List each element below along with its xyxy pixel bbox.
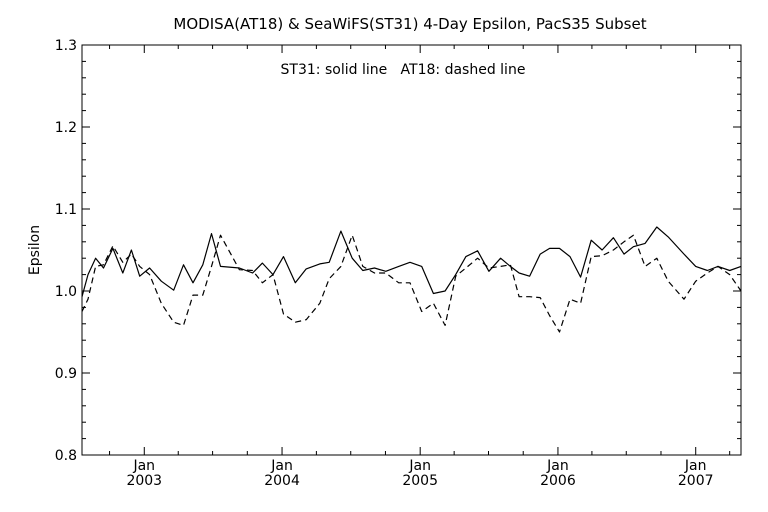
y-tick-label: 1.0 [55, 284, 77, 300]
x-tick-month-label: Jan [270, 458, 293, 474]
x-tick-month-label: Jan [684, 458, 707, 474]
x-tick-month-label: Jan [132, 458, 155, 474]
x-tick-year-label: 2003 [126, 473, 162, 489]
x-tick-year-label: 2005 [402, 473, 438, 489]
x-tick-year-label: 2006 [540, 473, 576, 489]
series-line-st31 [81, 226, 742, 297]
y-tick-label: 1.2 [55, 120, 77, 136]
plot-frame [81, 44, 742, 456]
chart-title: MODISA(AT18) & SeaWiFS(ST31) 4-Day Epsil… [173, 15, 646, 33]
series-line-at18 [81, 234, 742, 333]
x-tick-month-label: Jan [546, 458, 569, 474]
legend-annotation: ST31: solid line AT18: dashed line [281, 62, 526, 78]
x-tick-month-label: Jan [408, 458, 431, 474]
x-tick-year-label: 2007 [678, 473, 714, 489]
y-tick-label: 0.9 [55, 366, 77, 382]
plot-layer: 0.80.91.01.11.21.3Jan2003Jan2004Jan2005J… [55, 38, 742, 489]
y-tick-label: 0.8 [55, 448, 77, 464]
y-axis-label: Epsilon [27, 225, 43, 275]
x-tick-year-label: 2004 [264, 473, 300, 489]
y-tick-label: 1.1 [55, 202, 77, 218]
y-tick-label: 1.3 [55, 38, 77, 54]
